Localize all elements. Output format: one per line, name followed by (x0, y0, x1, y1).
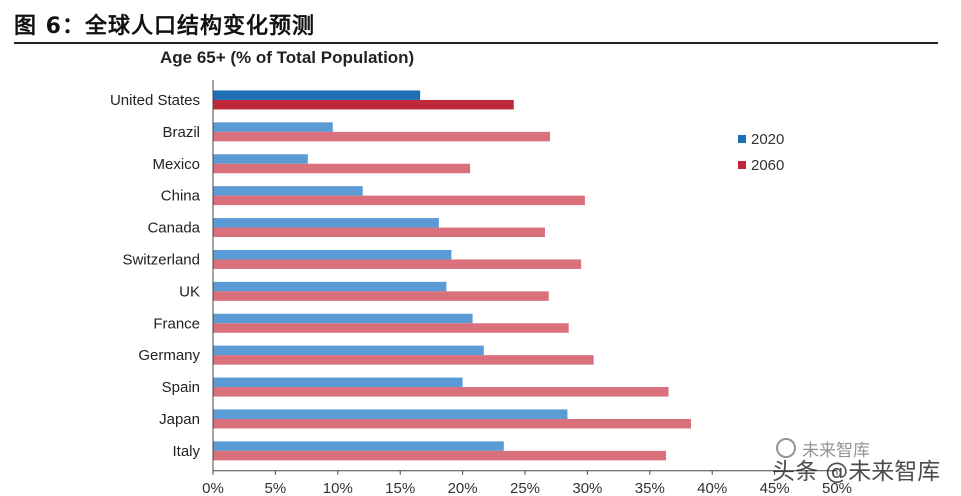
category-label-china: China (161, 188, 201, 205)
bar-2060-uk (213, 291, 549, 301)
x-tick-label: 0% (202, 480, 224, 496)
x-tick-label: 15% (385, 480, 415, 496)
title-rule (14, 42, 938, 44)
bar-2020-germany (213, 345, 484, 356)
bar-2020-italy (213, 441, 504, 451)
bar-2060-switzerland (213, 259, 582, 269)
legend-label-2020: 2020 (751, 130, 785, 148)
bar-2020-japan (213, 409, 568, 419)
legend-item-2060: 2060 (738, 152, 784, 178)
x-tick-label: 20% (448, 480, 478, 496)
watermark-line2: 头条 @未来智库 (772, 459, 941, 485)
x-tick-label: 40% (697, 480, 727, 496)
category-label-mexico: Mexico (152, 156, 200, 173)
x-tick-label: 5% (265, 480, 287, 496)
bar-2060-united-states (213, 99, 514, 110)
bar-2020-united-states (213, 90, 421, 100)
bar-2020-france (213, 313, 473, 324)
bar-2060-mexico (213, 163, 471, 174)
bar-2020-canada (213, 218, 439, 228)
bars (213, 90, 691, 461)
category-label-spain: Spain (162, 379, 200, 396)
watermark-icon (776, 438, 796, 458)
bar-2060-japan (213, 418, 691, 429)
x-tick-labels: 0% 5% 10% 15% 20% 25% 30% 35% 40% 45% 50% (202, 470, 852, 496)
x-tick-label: 35% (635, 480, 665, 496)
category-label-france: France (153, 315, 200, 332)
bar-2060-canada (213, 227, 545, 238)
chart-title: Age 65+ (% of Total Population) (160, 48, 415, 67)
category-label-canada: Canada (147, 220, 200, 237)
bar-2060-germany (213, 355, 594, 365)
legend-item-2020: 2020 (738, 126, 784, 152)
x-tick-label: 30% (572, 480, 602, 496)
category-label-brazil: Brazil (162, 124, 200, 141)
bar-2020-uk (213, 281, 447, 292)
category-label-germany: Germany (138, 347, 200, 364)
legend-label-2060: 2060 (751, 156, 785, 174)
bar-2020-china (213, 186, 363, 196)
legend: 2020 2060 (738, 126, 784, 178)
category-label-united-states: United States (110, 92, 200, 109)
bar-2020-brazil (213, 122, 333, 132)
bar-2020-mexico (213, 154, 308, 164)
bar-2020-spain (213, 377, 463, 388)
legend-swatch-2060 (738, 161, 746, 169)
bar-2060-italy (213, 450, 667, 461)
bar-2060-china (213, 195, 585, 206)
figure-title: 图 6：全球人口结构变化预测 (14, 14, 315, 39)
bar-2060-france (213, 323, 569, 333)
bar-2020-switzerland (213, 249, 452, 260)
category-labels: United States Brazil Mexico China Canada Swit… (110, 92, 201, 460)
watermark-line1: 未来智库 (802, 441, 870, 461)
category-label-japan: Japan (159, 411, 200, 428)
bar-2060-spain (213, 387, 669, 397)
x-tick-label: 50% (822, 480, 852, 496)
category-label-italy: Italy (172, 443, 200, 460)
x-tick-label: 10% (323, 480, 353, 496)
category-label-switzerland: Switzerland (122, 251, 200, 268)
legend-swatch-2020 (738, 135, 746, 143)
category-label-uk: UK (179, 283, 200, 300)
x-tick-label: 45% (760, 480, 790, 496)
bar-2060-brazil (213, 131, 550, 142)
x-tick-label: 25% (510, 480, 540, 496)
